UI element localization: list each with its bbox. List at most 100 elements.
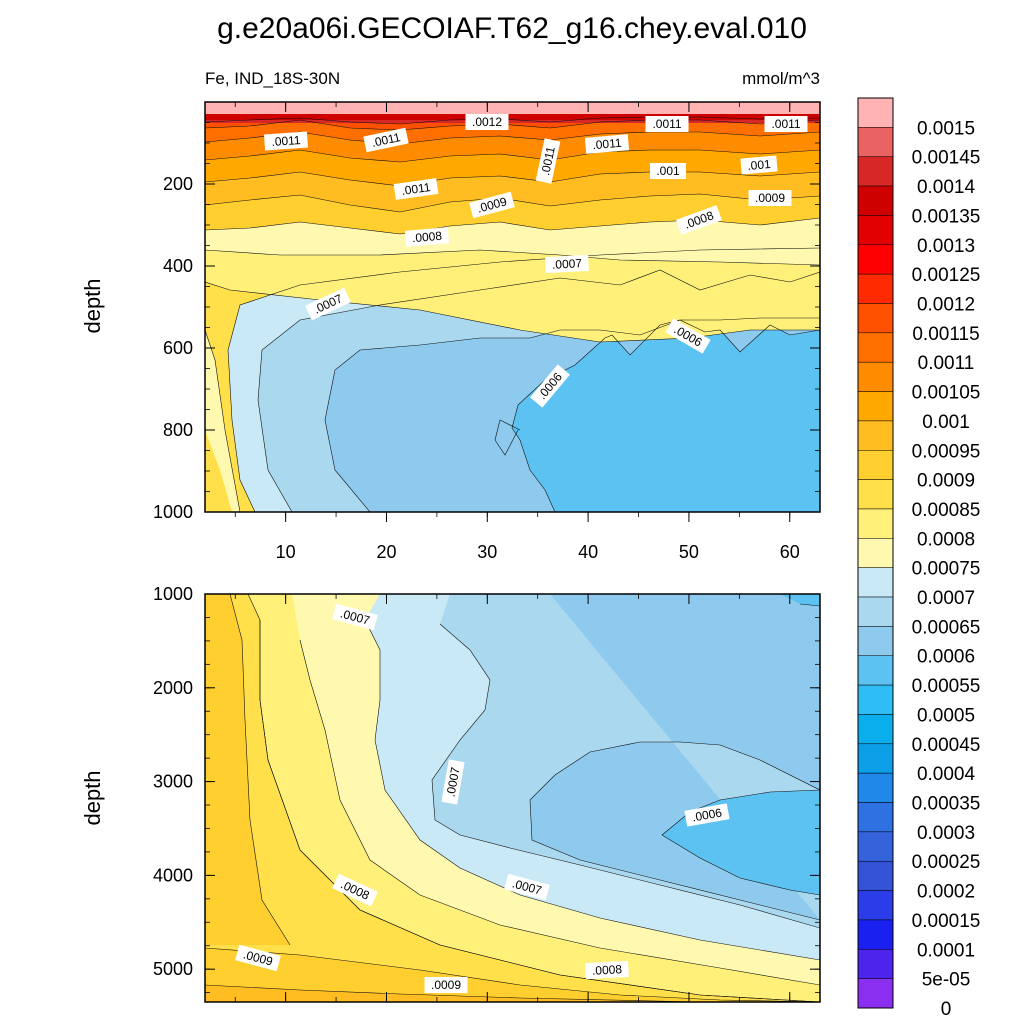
colorbar-label: 0.0015 (917, 118, 975, 139)
colorbar: 0.0015 0.00145 0.0014 0.00135 0.0013 0.00125 0… (857, 97, 981, 1020)
contour-label-bg (684, 803, 730, 827)
colorbar-label: 0.00045 (912, 735, 981, 756)
contour-label-bg (332, 603, 378, 631)
contour-line-lower-3 (364, 594, 820, 961)
contour-label-bg (469, 191, 515, 219)
contour-label-0-8: .001 (650, 163, 686, 179)
upper-y-tick-label: 600 (163, 338, 193, 358)
band-lower-0009 (205, 594, 290, 945)
colorbar-swatch (857, 831, 894, 862)
contour-label-bg (465, 114, 509, 130)
contour-label-text: .0011 (592, 136, 623, 153)
colorbar-swatch (857, 802, 894, 833)
colorbar-swatch (857, 772, 894, 803)
contour-line-upper-11 (205, 149, 820, 163)
lower-panel: 1000 2000 3000 4000 5000 .0007 .0007 .0006 .0008… (153, 584, 821, 1003)
contour-label-bg (676, 205, 722, 235)
contour-label-text: .0009 (755, 191, 785, 205)
colorbar-swatch (857, 714, 894, 745)
contour-line-lower-1 (248, 594, 820, 1002)
contour-label-text: .0008 (411, 229, 442, 246)
colorbar-swatch (857, 391, 894, 422)
contour-label-bg (585, 960, 629, 980)
colorbar-label: 0.00015 (912, 911, 981, 932)
contour-label-bg (748, 190, 792, 206)
colorbar-label: 0.00145 (912, 148, 981, 169)
contour-label-1-2: .0006 (684, 803, 730, 827)
colorbar-swatch (857, 596, 894, 627)
colorbar-label: 0.0009 (917, 471, 975, 492)
contour-label-0-2: .0012 (465, 114, 509, 130)
upper-x-tick-label: 30 (477, 542, 497, 562)
lower-y-tick-label: 5000 (153, 959, 193, 979)
colorbar-swatch (857, 450, 894, 480)
contour-label-0-5: .0011 (535, 138, 561, 184)
contour-line-lower-5 (529, 594, 820, 921)
contour-label-1-6: .0009 (424, 977, 468, 993)
contour-label-bg (424, 977, 468, 993)
lower-y-tick-label: 1000 (153, 584, 193, 604)
upper-y-tick-label: 400 (163, 256, 193, 276)
colorbar-label: 0.00115 (912, 324, 979, 345)
upper-x-tick-label: 40 (578, 542, 598, 562)
colorbar-label: 0.0011 (918, 353, 975, 374)
lower-frame (204, 593, 821, 1003)
contour-label-text: .0007 (552, 256, 583, 272)
colorbar-swatch (857, 860, 894, 891)
colorbar-swatch (857, 332, 894, 363)
contour-label-bg (504, 873, 550, 901)
band-lower-0009-bottom (205, 948, 820, 1002)
colorbar-swatch (857, 361, 894, 392)
contour-line-upper-10 (205, 171, 820, 187)
colorbar-label: 0.001 (922, 412, 970, 433)
upper-y-tick-label: 1000 (153, 502, 193, 522)
contour-label-0-10: .0009 (748, 190, 792, 206)
contour-label-bg (530, 364, 570, 408)
colorbar-label: 0 (941, 999, 952, 1020)
colorbar-swatch (857, 185, 894, 216)
contour-label-text: .0011 (771, 117, 800, 131)
colorbar-swatch (857, 684, 894, 715)
contour-label-text: .0011 (538, 145, 558, 177)
colorbar-swatch (857, 538, 894, 568)
upper-y-tick-label: 200 (163, 174, 193, 194)
contour-label-0-9: .0011 (393, 178, 439, 200)
contour-label-text: .0011 (370, 130, 402, 150)
chart-title: g.e20a06i.GECOIAF.T62_g16.chey.eval.010 (217, 12, 807, 45)
subtitle-right: mmol/m^3 (742, 69, 820, 88)
colorbar-label: 0.0004 (917, 764, 976, 785)
contour-line-upper-3 (227, 247, 820, 512)
colorbar-swatch (857, 273, 894, 304)
contour-label-bg (764, 116, 808, 132)
colorbar-swatch (857, 743, 894, 774)
contour-label-bg (645, 116, 689, 132)
contour-label-0-12: .0008 (404, 227, 450, 247)
colorbar-swatch (857, 978, 894, 1009)
contour-label-bg (665, 318, 711, 354)
contour-line-upper-6 (511, 319, 820, 512)
contour-label-bg (305, 287, 351, 321)
colorbar-label: 0.0013 (917, 236, 975, 257)
band-upper-00085-deep (205, 430, 232, 512)
colorbar-swatch (857, 97, 894, 128)
band-upper-00055 (512, 320, 820, 512)
colorbar-label: 0.00105 (912, 383, 981, 404)
contour-label-text: .0011 (401, 180, 432, 198)
contour-label-0-11: .0009 (469, 191, 515, 219)
colorbar-label: 0.00125 (912, 265, 981, 286)
band-upper-surface-red (205, 120, 820, 123)
colorbar-swatch (857, 420, 894, 451)
lower-y-tick-label: 2000 (153, 678, 193, 698)
colorbar-label: 0.0007 (917, 588, 975, 609)
contour-label-bg (263, 131, 309, 151)
contour-label-text: .0009 (431, 978, 461, 992)
band-upper-surface-dark (205, 114, 820, 120)
colorbar-swatch (857, 127, 894, 157)
contour-line-upper-12 (205, 131, 820, 145)
contour-line-lower-2 (292, 594, 820, 986)
contour-label-bg (393, 178, 439, 200)
upper-panel: 200 400 600 800 1000 10 20 30 40 50 60 .0011 .0011 .0… (153, 101, 821, 562)
contour-label-text: .0007 (443, 766, 462, 798)
